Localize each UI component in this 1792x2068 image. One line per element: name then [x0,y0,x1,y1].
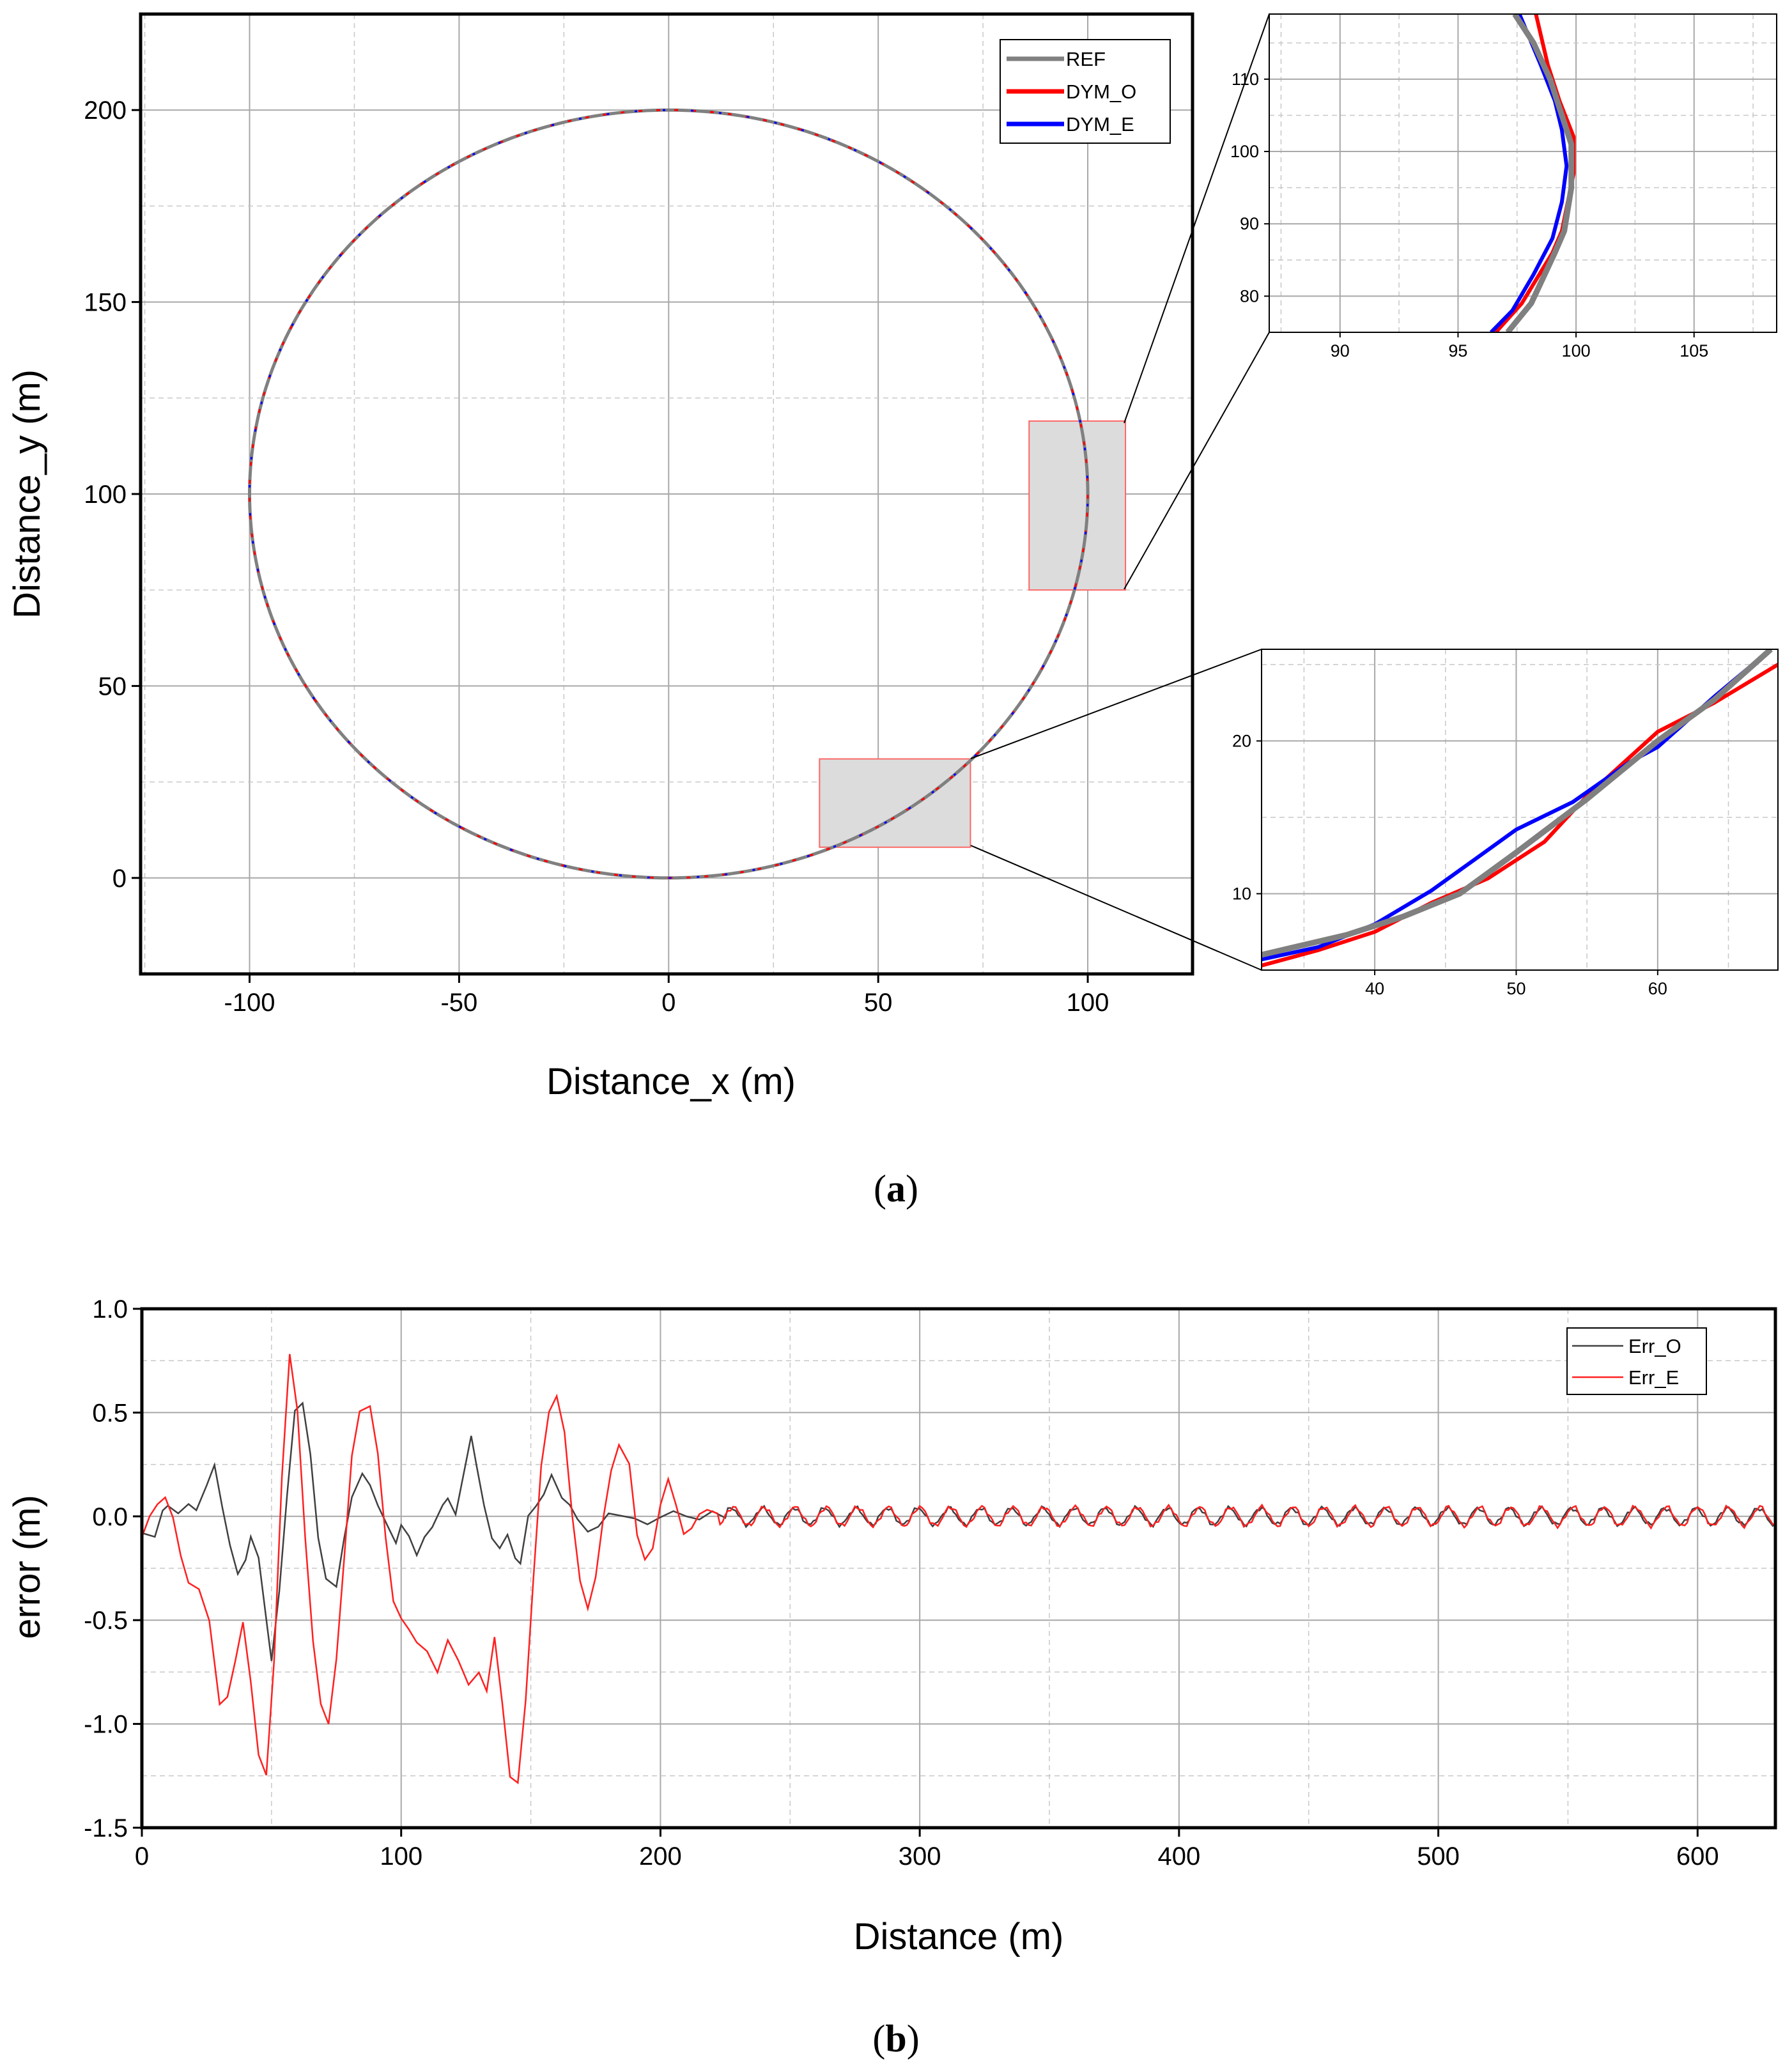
series-dym-o-circle [248,109,1089,879]
b-series [142,1354,1775,1785]
legend-label-dym-e: DYM_E [1066,113,1134,135]
x-tick-label: 60 [1648,979,1667,998]
y-tick-label: 80 [1240,286,1259,305]
y-tick-label: -0.5 [84,1607,128,1635]
inset-top-bg [1269,14,1777,332]
inset-series-ref [1262,649,1773,958]
y-tick-label: 20 [1232,731,1251,750]
y-tick-label: 200 [84,96,127,125]
y-tick-label: 150 [84,289,127,317]
caption-b-text: (b) [872,2018,919,2060]
inset-top-ticks: 90 95 100 105 80 90 100 110 [1230,70,1708,360]
caption-a-text: (a) [874,1168,918,1210]
connector-line [1124,332,1270,590]
y-tick-label: 0.5 [92,1399,128,1427]
legend-label-ref: REF [1066,48,1106,70]
b-legend: Err_O Err_E [1566,1327,1707,1395]
x-tick-label: 100 [380,1842,422,1871]
inset-series-ref [1505,14,1575,332]
x-tick-label: 0 [135,1842,149,1871]
b-x-axis-label: Distance (m) [854,1916,1064,1957]
b-legend-box [1566,1327,1707,1395]
x-tick-label: 600 [1676,1842,1719,1871]
x-axis-label: Distance_x (m) [546,1061,796,1102]
b-grid [142,1309,1775,1828]
b-plot-frame [140,1307,1777,1830]
panel-a-main: -100 -50 0 50 100 0 50 100 150 200 REF DYM_O DYM_… [6,12,1270,1102]
connector-line [970,845,1262,971]
y-tick-label: 50 [98,672,127,700]
x-tick-label: 200 [639,1842,682,1871]
legend-label-err-o: Err_O [1628,1335,1681,1357]
x-tick-label: -50 [440,989,477,1017]
caption-a-letter: a [886,1168,906,1210]
series-err-o [142,1401,1775,1662]
x-tick-label: 105 [1680,341,1708,360]
inset-bottom-series [1262,649,1778,968]
y-tick-label: 10 [1232,884,1251,903]
y-tick-label: 0.0 [92,1503,128,1531]
x-tick-label: 0 [661,989,676,1017]
inset-top: 90 95 100 105 80 90 100 110 [1230,13,1777,360]
x-tick-label: -100 [224,989,275,1017]
x-tick-label: 90 [1331,341,1350,360]
inset-top-frame [1269,13,1777,333]
y-tick-label: 100 [1230,142,1259,161]
zoom-box-top [1028,420,1127,591]
y-tick-label: 90 [1240,214,1259,233]
zoom-box-bottom [819,758,971,848]
main-ticks: -100 -50 0 50 100 0 50 100 150 200 [84,96,1109,1017]
inset-bottom-frame [1261,649,1779,971]
caption-b-letter: b [885,2018,906,2060]
b-y-axis-label: error (m) [6,1495,48,1639]
x-tick-label: 400 [1157,1842,1200,1871]
y-tick-label: 110 [1232,70,1259,89]
x-tick-label: 300 [899,1842,941,1871]
inset-bottom: 40 50 60 10 20 [1232,649,1779,998]
x-tick-label: 50 [1506,979,1526,998]
series-err-e [142,1354,1775,1785]
y-tick-label: -1.5 [84,1814,128,1842]
inset-bottom-bg [1262,649,1778,970]
x-tick-label: 500 [1417,1842,1460,1871]
y-tick-label: -1.0 [84,1711,128,1739]
x-tick-label: 100 [1562,341,1591,360]
caption-b: (b) [872,2018,919,2060]
connector-line [1124,13,1270,424]
legend-label-dym-o: DYM_O [1066,81,1136,103]
y-tick-label: 0 [112,865,127,893]
main-series [247,108,1090,880]
x-tick-label: 40 [1365,979,1384,998]
main-legend: REF DYM_O DYM_E [1000,39,1171,144]
legend-label-err-e: Err_E [1628,1366,1679,1389]
y-tick-label: 100 [84,481,127,509]
b-ticks: 0 100 200 300 400 500 600 1.0 0.5 0.0 -0.5 -1.0 -1.5 [84,1295,1719,1871]
inset-bottom-ticks: 40 50 60 10 20 [1232,731,1667,998]
inset-top-series [1489,14,1576,332]
x-tick-label: 100 [1067,989,1109,1017]
y-tick-label: 1.0 [92,1295,128,1323]
caption-a: (a) [874,1168,918,1210]
inset-bottom-grid [1262,649,1778,970]
x-tick-label: 95 [1448,341,1467,360]
connector-line [970,649,1262,759]
x-tick-label: 50 [864,989,893,1017]
panel-b: 0 100 200 300 400 500 600 1.0 0.5 0.0 -0.5 -1.0 -1.5… [6,1295,1777,1957]
y-axis-label: Distance_y (m) [6,369,48,619]
inset-series-dym-e [1489,14,1569,332]
